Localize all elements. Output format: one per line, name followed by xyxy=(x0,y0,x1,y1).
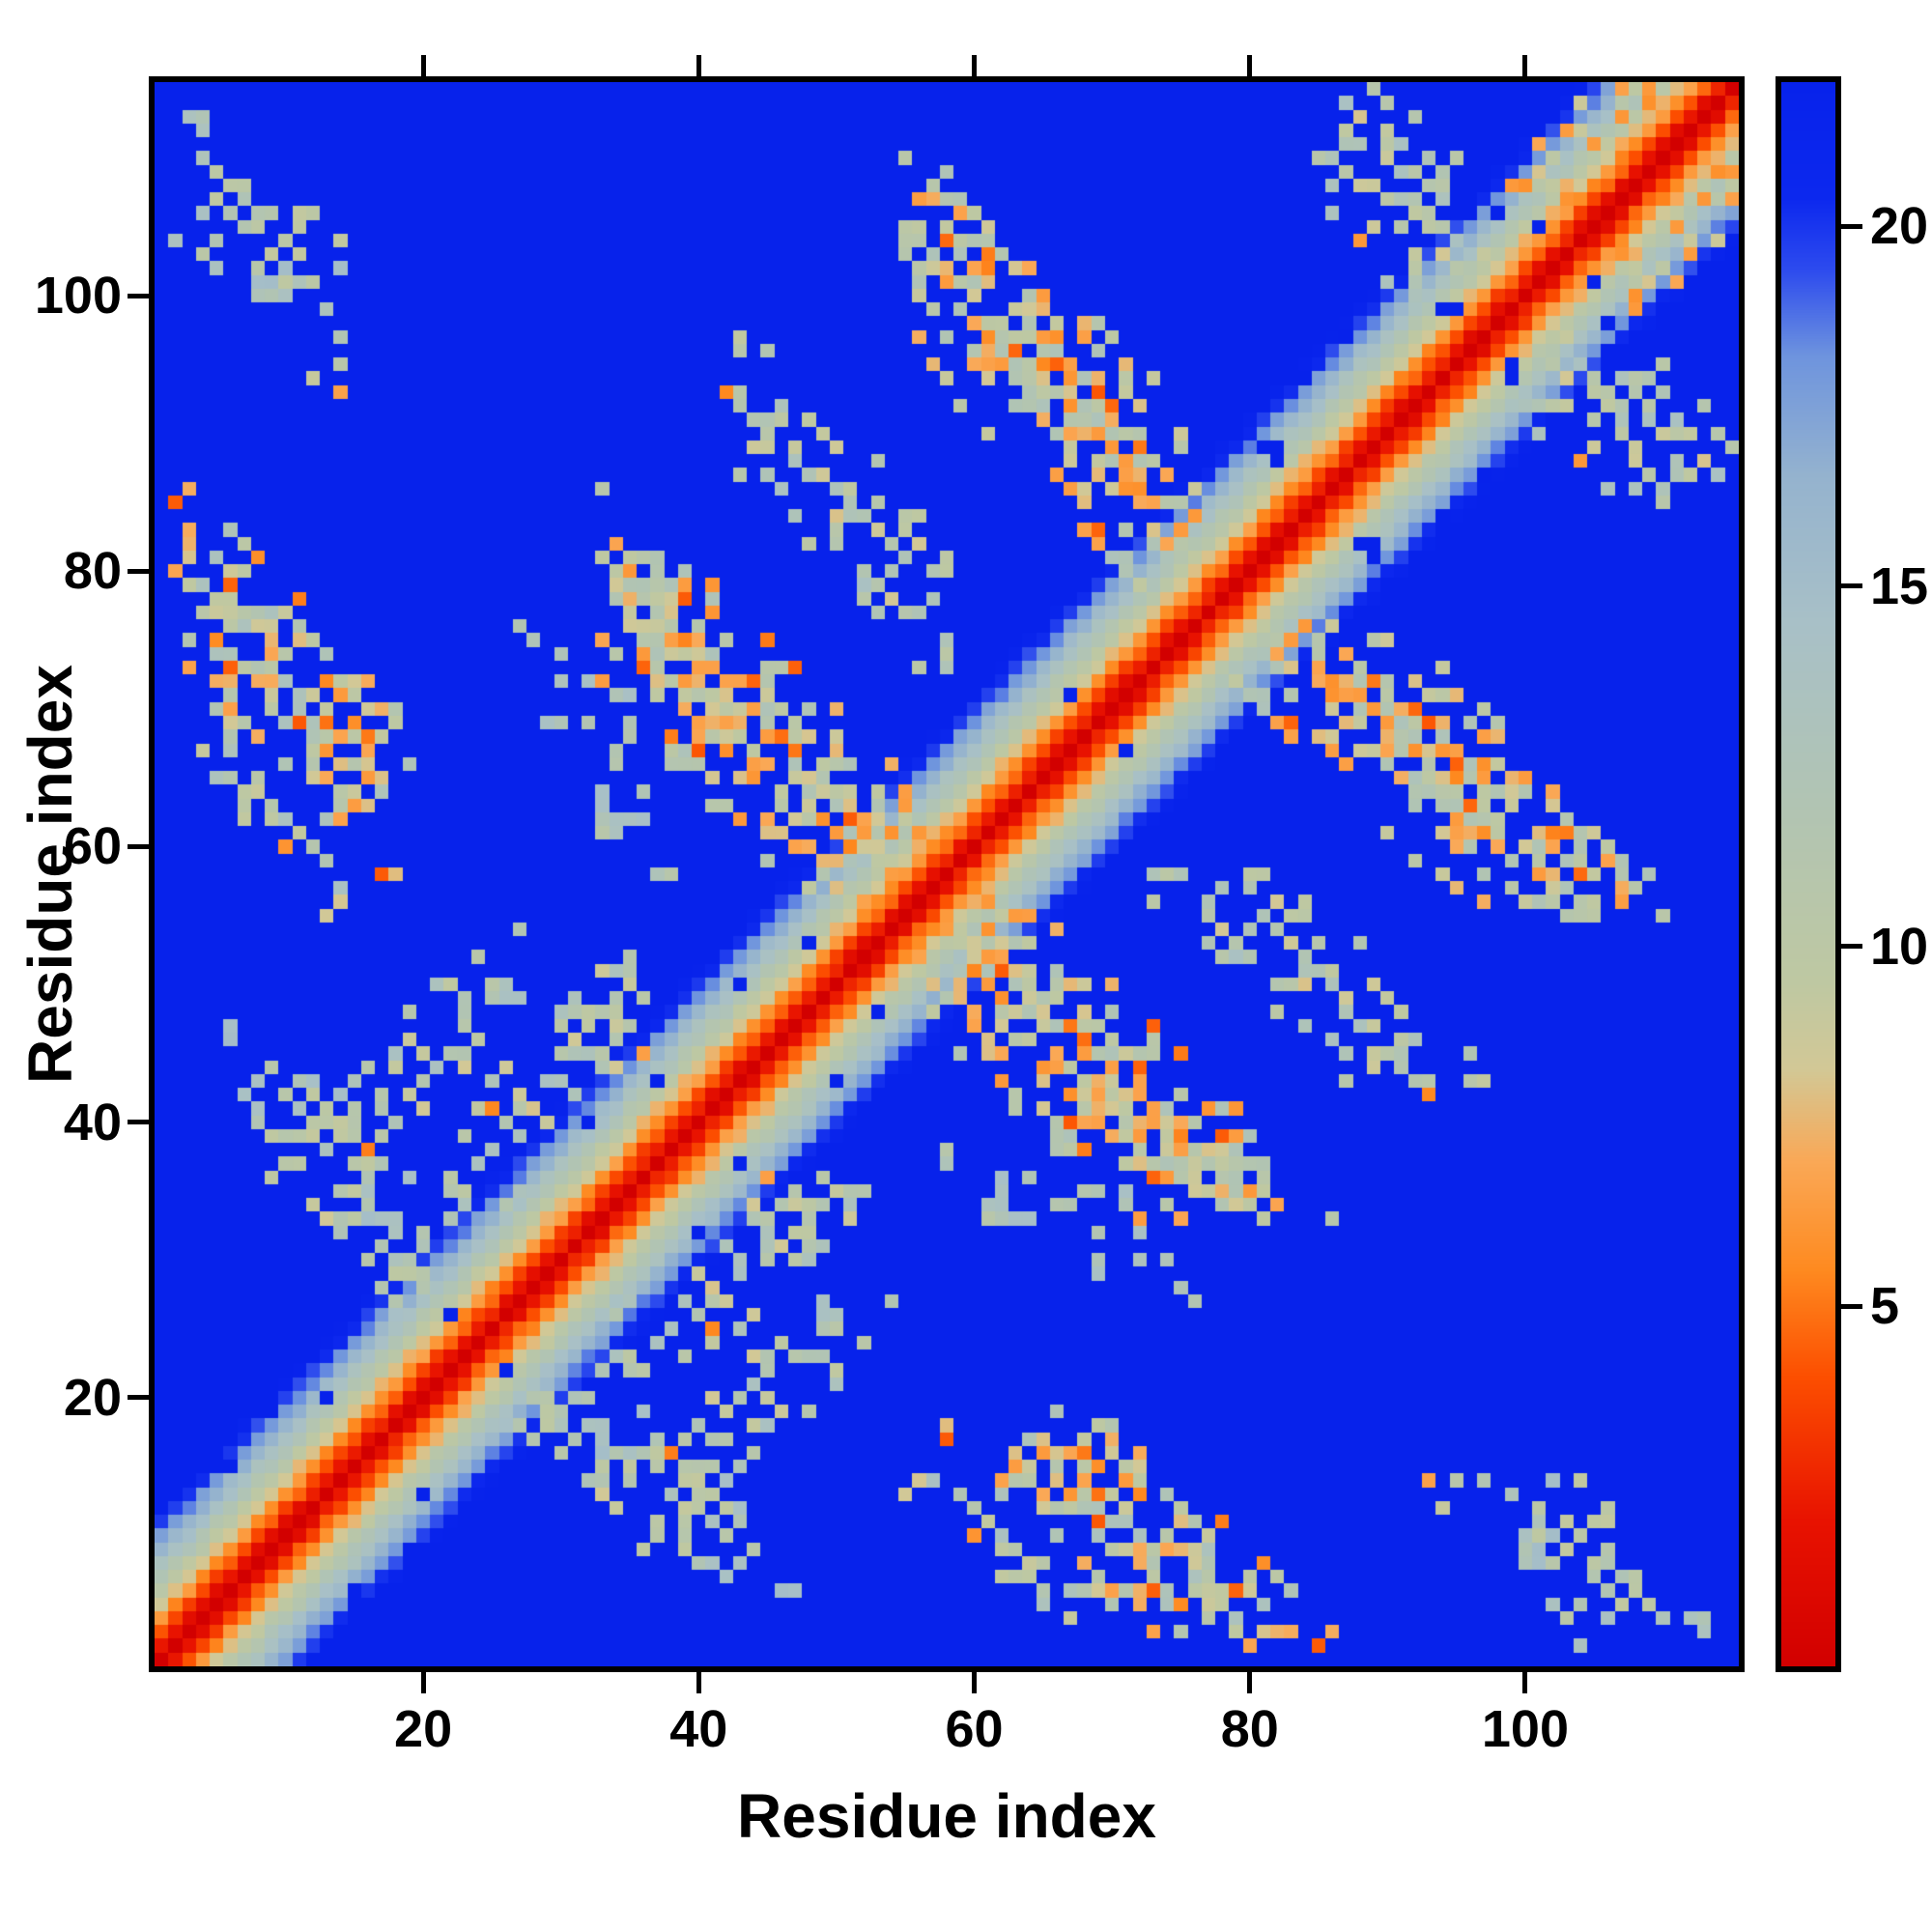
x-tick-label: 40 xyxy=(669,1700,728,1758)
x-tick-label: 80 xyxy=(1220,1700,1279,1758)
x-axis-top-tick xyxy=(972,55,978,76)
x-axis-tick xyxy=(1522,1672,1528,1693)
x-tick-label: 20 xyxy=(394,1700,453,1758)
colorbar-tick xyxy=(1841,583,1862,589)
x-axis-top-tick xyxy=(1522,55,1528,76)
colorbar-tick-label: 5 xyxy=(1870,1277,1900,1336)
y-axis-tick xyxy=(128,843,149,849)
colorbar-tick-label: 15 xyxy=(1870,556,1929,615)
x-tick-label: 60 xyxy=(945,1700,1004,1758)
x-tick-label: 100 xyxy=(1481,1700,1570,1758)
y-tick-label: 100 xyxy=(34,267,122,326)
y-axis-tick xyxy=(128,1120,149,1125)
x-axis-top-tick xyxy=(1247,55,1253,76)
y-tick-label: 40 xyxy=(63,1093,122,1151)
colorbar-canvas xyxy=(1781,82,1835,1666)
colorbar-tick xyxy=(1841,1303,1862,1309)
colorbar-tick-label: 20 xyxy=(1870,197,1929,256)
plot-area xyxy=(149,76,1745,1672)
x-axis-tick xyxy=(420,1672,426,1693)
colorbar-tick-label: 10 xyxy=(1870,917,1929,976)
x-axis-tick xyxy=(1247,1672,1253,1693)
colorbar-tick xyxy=(1841,944,1862,950)
y-axis-tick xyxy=(128,568,149,574)
y-tick-label: 20 xyxy=(63,1368,122,1427)
y-axis-tick xyxy=(128,293,149,298)
x-axis-tick xyxy=(972,1672,978,1693)
heatmap-canvas xyxy=(155,82,1739,1666)
x-axis-tick xyxy=(696,1672,701,1693)
x-axis-label: Residue index xyxy=(737,1781,1156,1851)
x-axis-top-tick xyxy=(696,55,701,76)
x-axis-top-tick xyxy=(420,55,426,76)
colorbar-tick xyxy=(1841,223,1862,229)
y-axis-label: Residue index xyxy=(15,665,85,1084)
y-tick-label: 80 xyxy=(63,542,122,601)
y-axis-tick xyxy=(128,1395,149,1401)
colorbar xyxy=(1776,76,1841,1672)
